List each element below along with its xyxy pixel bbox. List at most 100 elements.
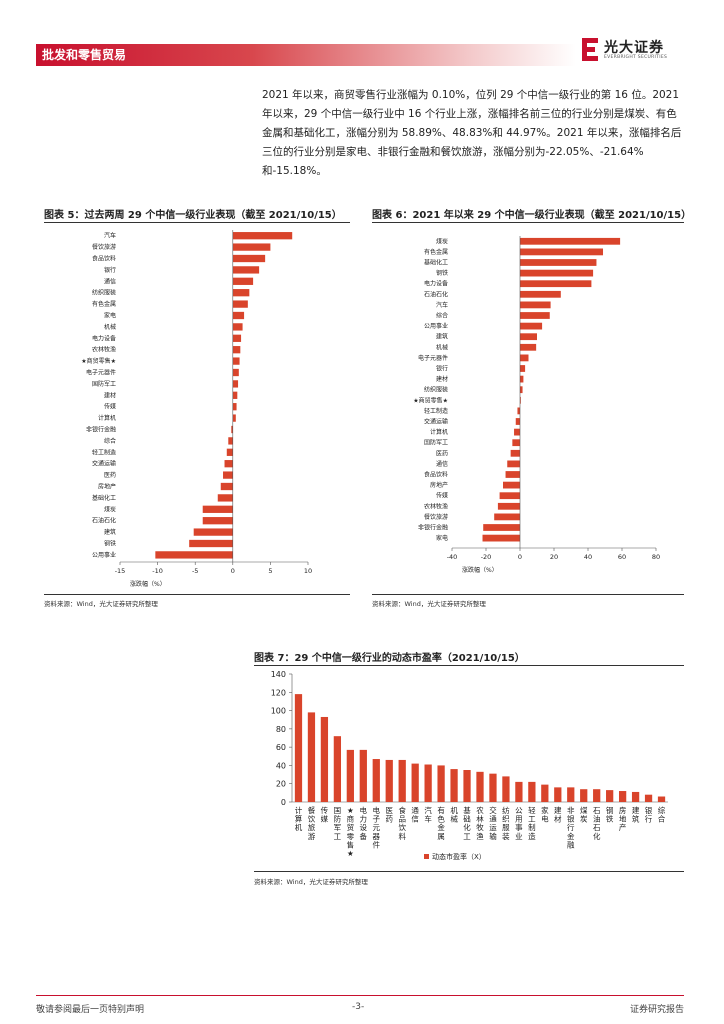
- logo-mark-icon: [582, 38, 598, 61]
- category-label-4: ★商贸零售★: [347, 806, 355, 858]
- bar-26: [631, 791, 640, 802]
- category-label-4: 电力设备: [424, 280, 448, 288]
- bar-28: [657, 796, 666, 802]
- bar-5: [520, 290, 561, 298]
- category-label-0: 汽车: [104, 232, 116, 240]
- x-tick-label-4: 5: [268, 567, 272, 575]
- x-tick-label-2: -5: [192, 567, 198, 575]
- bar-20: [510, 449, 520, 457]
- bar-10: [520, 343, 537, 351]
- fig7-title: 图表 7：29 个中信一级行业的动态市盈率（2021/10/15）: [254, 653, 525, 664]
- category-label-25: 农林牧渔: [424, 502, 448, 510]
- bar-8: [398, 759, 406, 802]
- bar-27: [644, 794, 653, 802]
- bar-0: [294, 694, 303, 802]
- category-label-0: 计算机: [295, 805, 303, 832]
- category-label-24: 煤炭: [104, 505, 116, 513]
- fig7-source: 资料来源：Wind，光大证券研究所整理: [254, 878, 368, 886]
- bar-22: [220, 482, 233, 491]
- category-label-8: 食品饮料: [398, 805, 406, 841]
- bar-23: [593, 789, 601, 802]
- logo-name: 光大证券: [604, 40, 664, 56]
- category-label-22: 房地产: [98, 483, 116, 491]
- category-label-19: 轻工制造: [92, 448, 116, 456]
- bar-11: [520, 354, 529, 362]
- bar-3: [520, 269, 594, 277]
- category-label-3: 钢铁: [436, 269, 448, 277]
- bar-16: [517, 407, 520, 415]
- bar-3: [333, 736, 342, 802]
- bar-9: [520, 333, 537, 341]
- bar-4: [346, 749, 354, 802]
- page-number: -3-: [352, 1002, 365, 1012]
- category-label-2: 传媒: [321, 805, 329, 824]
- bar-19: [512, 439, 520, 447]
- bar-18: [528, 781, 536, 802]
- bar-24: [202, 505, 233, 513]
- bar-6: [520, 301, 551, 309]
- y-tick-label-1: 20: [276, 780, 286, 789]
- category-label-19: 家电: [541, 805, 549, 824]
- bar-20: [224, 460, 233, 468]
- category-label-23: 石油石化: [593, 806, 601, 841]
- category-label-28: 综合: [658, 805, 666, 824]
- category-label-7: 医药: [385, 806, 393, 824]
- category-label-28: 公用事业: [92, 551, 116, 559]
- page-header: 批发和零售贸易 光大证券 EVERBRIGHT SECURITIES: [36, 36, 684, 66]
- bar-22: [580, 789, 588, 802]
- category-label-14: 农林牧渔: [476, 805, 484, 841]
- bar-3: [232, 266, 260, 274]
- category-label-18: 轻工制造: [528, 805, 536, 841]
- bar-18: [514, 428, 520, 436]
- category-label-9: 通信: [411, 805, 419, 824]
- category-label-17: 非银行金融: [86, 426, 116, 434]
- category-label-1: 餐饮旅游: [92, 243, 116, 251]
- bar-17: [515, 418, 520, 425]
- bar-6: [232, 300, 248, 308]
- x-tick-label-1: -20: [481, 553, 492, 561]
- fig5-title: 图表 5：过去两周 29 个中信一级行业表现（截至 2021/10/15）: [44, 210, 342, 221]
- category-label-16: 轻工制造: [424, 407, 448, 415]
- bar-1: [232, 243, 271, 251]
- category-label-14: 纺织服装: [424, 386, 448, 394]
- category-label-23: 房地产: [430, 481, 448, 489]
- y-tick-label-6: 120: [271, 688, 286, 697]
- bar-11: [437, 765, 445, 802]
- category-label-13: 国防军工: [92, 380, 116, 388]
- legend-label: 动态市盈率（X）: [432, 852, 486, 861]
- category-label-5: 电力设备: [360, 805, 368, 841]
- category-label-24: 传媒: [436, 492, 448, 500]
- bar-19: [541, 784, 549, 802]
- bar-13: [463, 770, 471, 802]
- category-label-23: 基础化工: [92, 494, 116, 502]
- bar-2: [232, 254, 266, 263]
- category-label-6: 电子元器件: [373, 805, 381, 849]
- category-label-27: 钢铁: [104, 540, 116, 548]
- category-label-18: 计算机: [430, 428, 448, 436]
- category-label-1: 有色金属: [424, 248, 448, 256]
- category-label-27: 非银行金融: [418, 524, 448, 532]
- bar-1: [307, 712, 316, 802]
- category-label-13: 基础化工: [463, 805, 471, 841]
- bar-16: [502, 776, 510, 802]
- bar-10: [232, 346, 241, 354]
- bar-20: [554, 787, 562, 802]
- bar-23: [503, 481, 520, 489]
- bar-12: [232, 368, 239, 377]
- fig6-bottom-rule: [372, 594, 684, 595]
- bar-18: [228, 437, 233, 445]
- brand-logo: 光大证券 EVERBRIGHT SECURITIES: [574, 36, 684, 68]
- y-tick-label-2: 40: [276, 761, 286, 770]
- logo-subtitle: EVERBRIGHT SECURITIES: [604, 55, 668, 60]
- bar-15: [489, 773, 497, 802]
- category-label-1: 餐饮旅游: [308, 806, 316, 841]
- category-label-12: 机械: [450, 805, 458, 824]
- bar-12: [450, 769, 458, 802]
- category-label-7: 家电: [104, 312, 116, 320]
- category-label-20: 建材: [554, 805, 562, 824]
- category-label-14: 建材: [104, 391, 116, 399]
- bar-21: [507, 460, 520, 468]
- category-label-21: 医药: [104, 471, 116, 479]
